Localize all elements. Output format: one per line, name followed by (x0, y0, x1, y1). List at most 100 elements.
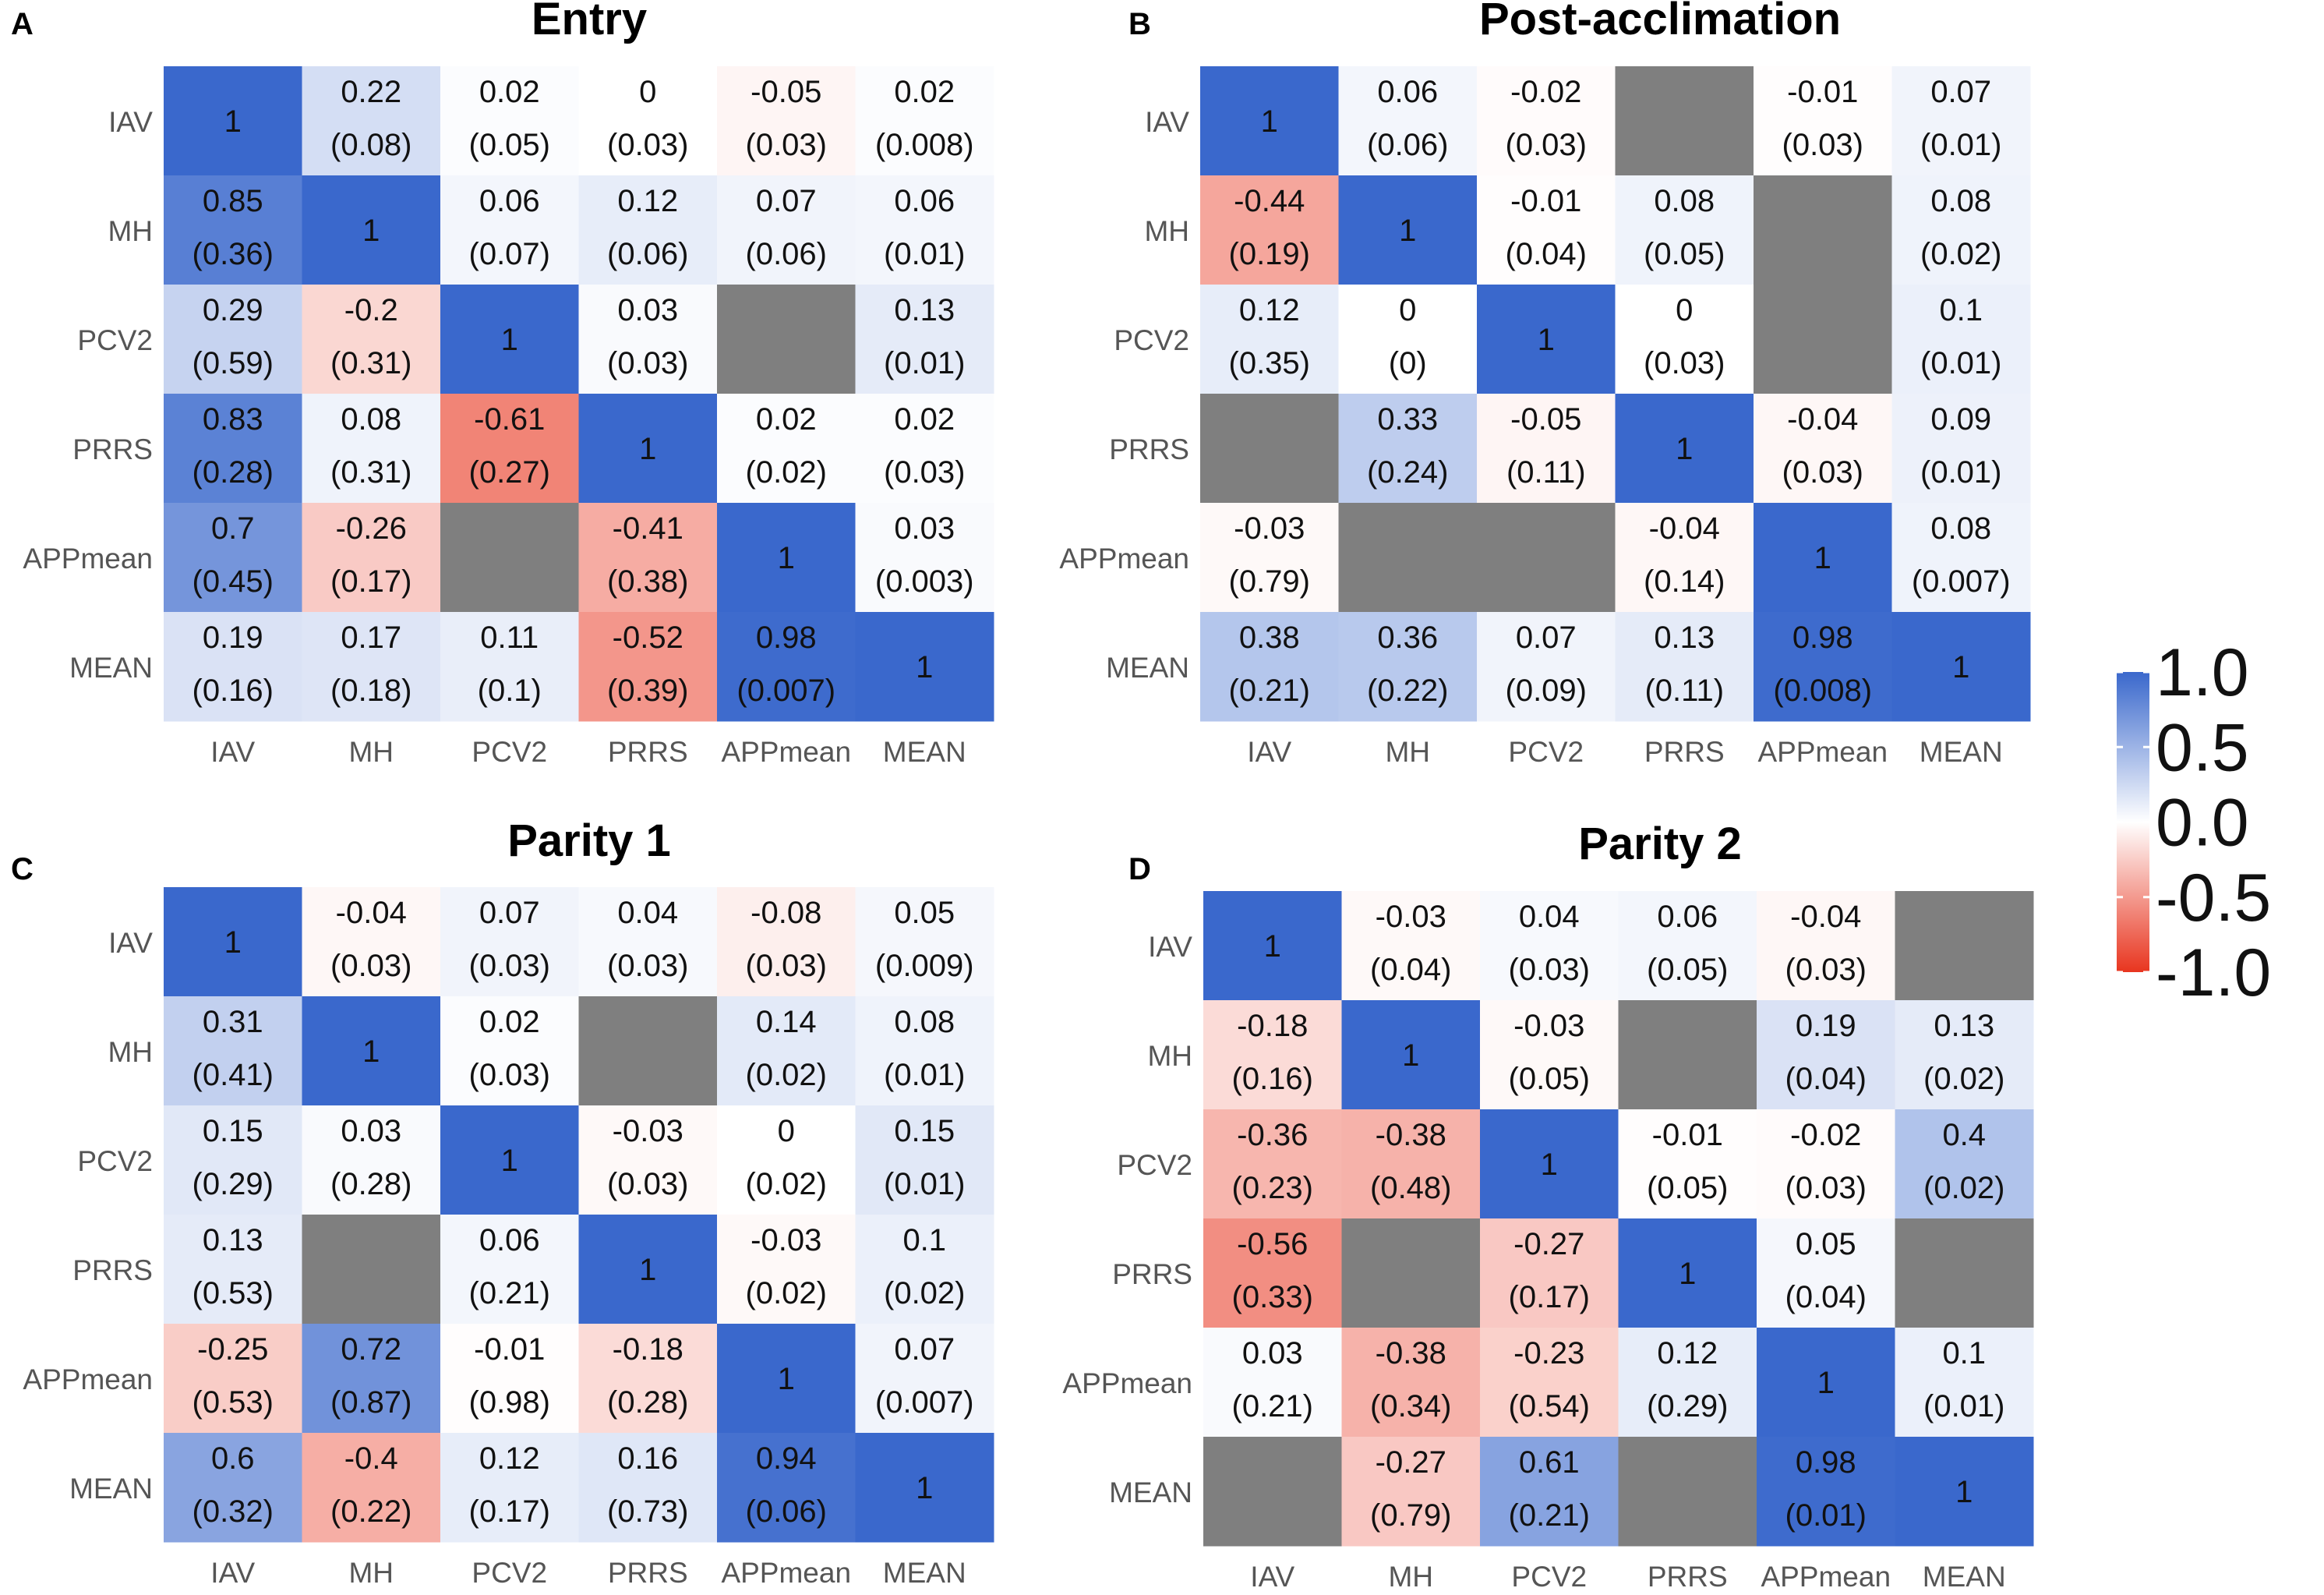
cell-value-label: -0.01 (1510, 184, 1581, 218)
heatmap-cell (578, 175, 718, 285)
heatmap-cell (1891, 66, 2031, 176)
heatmap-cell (1757, 891, 1895, 1001)
y-tick-label: IAV (1145, 106, 1189, 138)
cell-value-label: -0.52 (613, 621, 683, 655)
cell-value-label: 0.07 (1516, 621, 1577, 655)
x-tick-label: PCV2 (1508, 736, 1584, 768)
cell-value-label: 0.03 (341, 1114, 401, 1148)
cell-value-label: 0.08 (894, 1005, 955, 1039)
x-tick-label: MH (1388, 1561, 1433, 1593)
cell-value-label: 0.13 (1934, 1009, 1994, 1043)
heatmap-cell (164, 887, 302, 997)
cell-se-label: (0.45) (192, 564, 274, 599)
y-tick-label: PRRS (72, 1254, 153, 1286)
cell-se-label: (0.01) (1920, 346, 2002, 380)
cell-value-label: 0.08 (1654, 184, 1715, 218)
cell-value-label: 0.22 (341, 75, 401, 109)
cell-value-label: 1 (1676, 432, 1693, 466)
heatmap-cell (855, 394, 994, 504)
panel-title: Post-acclimation (1479, 0, 1841, 44)
heatmap-cell (855, 503, 994, 613)
cell-value-label: 0.04 (1519, 900, 1580, 934)
heatmap-cell (1200, 612, 1339, 722)
cell-value-label: 0.19 (1796, 1009, 1856, 1043)
heatmap-cell (1891, 612, 2031, 722)
cell-se-label: (0.04) (1370, 953, 1452, 987)
cell-value-label: 0.6 (211, 1441, 255, 1476)
cell-value-label: 0.12 (617, 184, 678, 218)
cell-value-label: 1 (1817, 1366, 1835, 1400)
cell-se-label: (0.04) (1785, 1280, 1867, 1314)
cell-se-label: (0.03) (1785, 953, 1867, 987)
y-tick-label: MEAN (69, 1473, 153, 1505)
heatmap-cell (717, 1433, 856, 1543)
cell-se-label: (0.19) (1229, 237, 1311, 271)
cell-se-label: (0.34) (1370, 1389, 1452, 1423)
heatmap-cell (302, 1433, 441, 1543)
cell-value-label: 0.61 (1519, 1445, 1580, 1480)
heatmap-cell (1480, 891, 1619, 1001)
cell-se-label: (0.01) (884, 1167, 966, 1201)
heatmap-cell (1754, 285, 1892, 394)
cell-value-label: -0.38 (1376, 1336, 1446, 1370)
heatmap-cell (302, 394, 441, 504)
cell-se-label: (0.28) (330, 1167, 412, 1201)
cell-se-label: (0.03) (1785, 1171, 1867, 1205)
cell-se-label: (0.33) (1232, 1280, 1314, 1314)
cell-value-label: 0.1 (902, 1223, 946, 1257)
x-tick-label: IAV (1250, 1561, 1294, 1593)
cell-value-label: 0.07 (1930, 75, 1991, 109)
y-tick-label: IAV (108, 927, 153, 959)
cell-value-label: 0.33 (1377, 402, 1438, 437)
heatmap-cell (855, 612, 994, 722)
cell-se-label: (0.06) (746, 1494, 828, 1529)
cell-se-label: (0.06) (607, 237, 689, 271)
color-scale-legend: 1.00.50.0-0.5-1.0 (2117, 635, 2271, 1010)
heatmap-cell (717, 503, 856, 613)
heatmap-cell (1341, 1109, 1481, 1219)
heatmap-cell (855, 1433, 994, 1543)
heatmap-cell (1338, 394, 1478, 504)
heatmap-cell (1891, 285, 2031, 394)
cell-se-label: (0.16) (1232, 1062, 1314, 1096)
heatmap-cell (855, 996, 994, 1106)
cell-value-label: 0.03 (617, 293, 678, 327)
heatmap-cell (855, 1105, 994, 1215)
y-tick-label: PRRS (1112, 1258, 1192, 1290)
heatmap-cell (855, 887, 994, 997)
cell-se-label: (0.03) (1509, 953, 1591, 987)
cell-se-label: (0.35) (1229, 346, 1311, 380)
cell-value-label: 1 (1679, 1257, 1696, 1291)
heatmap-cell (1891, 175, 2031, 285)
cell-se-label: (0.21) (1229, 674, 1311, 708)
cell-se-label: (0.73) (607, 1494, 689, 1529)
cell-value-label: 1 (362, 1034, 380, 1069)
heatmap-cell (1203, 1437, 1342, 1547)
cell-se-label: (0.09) (1506, 674, 1588, 708)
cell-se-label: (0.03) (607, 1167, 689, 1201)
heatmap-cell (164, 503, 302, 613)
heatmap-cell (302, 996, 441, 1106)
cell-se-label: (0.59) (192, 346, 274, 380)
heatmap-cell (164, 1215, 302, 1324)
cell-value-label: 0.05 (1796, 1227, 1856, 1261)
heatmap-cell (578, 1105, 718, 1215)
cell-se-label: (0.29) (192, 1167, 274, 1201)
heatmap-cell (440, 394, 579, 504)
x-tick-label: PCV2 (472, 736, 547, 768)
heatmap-cell (717, 887, 856, 997)
panel-d: D Parity 2 1 -0.03 (0.04) 0.04 (0.03) 0.06 (0.… (1062, 819, 2034, 1593)
legend-tick-label: -0.5 (2156, 861, 2271, 935)
cell-se-label: (0.41) (192, 1058, 274, 1092)
cell-value-label: 1 (1814, 541, 1831, 575)
cell-se-label: (0.03) (1506, 128, 1588, 162)
cell-value-label: 0.17 (341, 621, 401, 655)
x-tick-label: PCV2 (472, 1557, 547, 1589)
cell-value-label: -0.36 (1237, 1118, 1308, 1152)
cell-value-label: 0 (639, 75, 656, 109)
cell-se-label: (0.11) (1506, 455, 1586, 490)
heatmap-cell (578, 394, 718, 504)
heatmap-cell (1895, 1000, 2034, 1110)
heatmap-cell (164, 175, 302, 285)
heatmap-cell (1615, 285, 1754, 394)
